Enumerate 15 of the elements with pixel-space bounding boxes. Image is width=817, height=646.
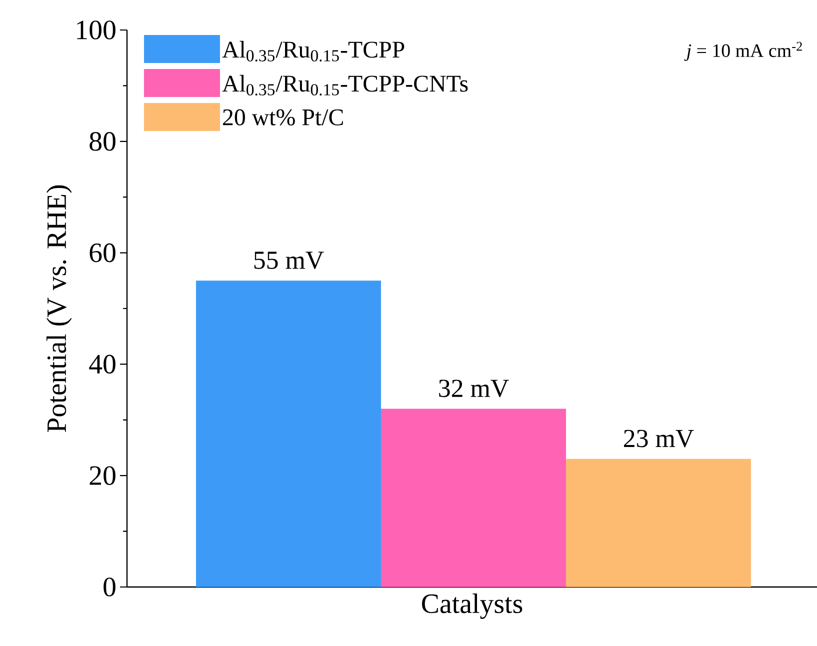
- y-tick-label: 20: [90, 466, 116, 486]
- data-label: 23 mV: [624, 430, 694, 448]
- data-label: 32 mV: [439, 380, 509, 398]
- data-label: 55 mV: [254, 252, 324, 270]
- x-axis-title: Catalysts: [422, 594, 522, 619]
- legend-label: Al$_{0.35}$/Ru$_{0.15}$-TCPP-CNTs: [222, 74, 468, 96]
- y-tick-label: 100: [77, 20, 116, 40]
- y-tick-label: 40: [89, 354, 116, 374]
- annotation: j = 10 mA cm$^{-2}$: [684, 42, 802, 61]
- legend-label: Al$_{0.35}$/Ru$_{0.15}$-TCPP: [222, 40, 404, 62]
- y-tick-label: 0: [104, 578, 116, 596]
- y-axis-title: Potential (V vs. RHE): [46, 185, 72, 432]
- legend-label: 20 wt% Pt/C: [223, 109, 343, 126]
- y-tick-label: 80: [90, 132, 116, 151]
- y-tick-label: 60: [90, 243, 116, 262]
